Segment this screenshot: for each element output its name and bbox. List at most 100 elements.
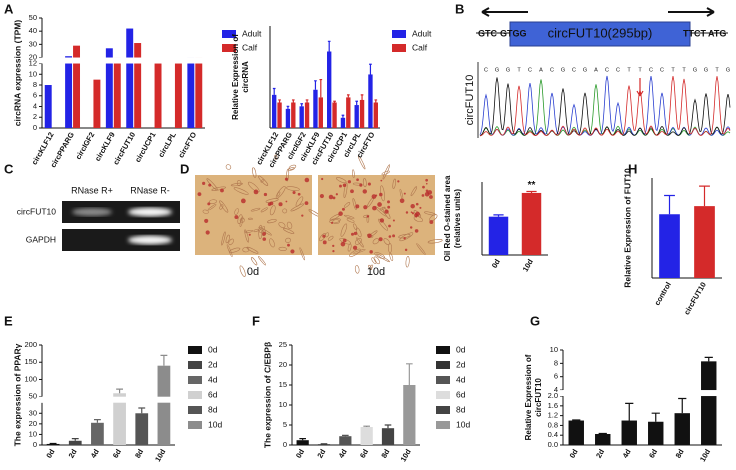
cell — [242, 247, 250, 253]
cell — [260, 207, 268, 213]
bar — [488, 216, 509, 255]
lipid-drop — [378, 237, 383, 242]
y-axis-label: circFUT10 — [534, 378, 543, 417]
y-tick-label: 8 — [33, 80, 37, 89]
bar — [174, 63, 182, 128]
lipid-drop — [372, 205, 377, 211]
cell — [429, 214, 438, 222]
lipid-drop — [405, 211, 409, 214]
error-bar — [346, 94, 350, 98]
lipid-drop — [304, 177, 310, 183]
bar — [68, 440, 82, 445]
y-axis-label: circRNA — [241, 61, 250, 93]
lipid-drop — [427, 190, 433, 195]
cell — [274, 154, 278, 160]
cell — [239, 265, 246, 277]
bar — [304, 102, 310, 128]
error-bar — [360, 94, 364, 100]
lipid-drop — [220, 188, 224, 193]
base-call: A — [539, 67, 543, 73]
panel-letter: D — [180, 161, 189, 176]
lipid-drop — [397, 180, 400, 183]
cell — [259, 226, 265, 233]
error-bar — [678, 397, 687, 414]
bar — [340, 117, 346, 128]
lipid-drop — [409, 226, 413, 229]
base-call: C — [660, 67, 664, 73]
lipid-drop — [297, 192, 301, 196]
cell — [427, 239, 443, 244]
cell — [286, 221, 293, 230]
cell — [237, 214, 243, 224]
y-tick-label: 6 — [33, 91, 37, 100]
lipid-drop — [342, 183, 347, 188]
lipid-drop — [339, 184, 342, 188]
arrow-right — [668, 7, 715, 17]
error-bar — [704, 356, 713, 362]
lipid-drop — [351, 232, 354, 236]
gel-row: circFUT10 — [17, 206, 56, 216]
cell — [234, 208, 239, 215]
error-bar — [625, 402, 634, 421]
lipid-drop — [240, 198, 246, 204]
cell — [225, 234, 230, 244]
error-bar — [71, 438, 79, 441]
lipid-drop — [287, 243, 290, 247]
legend-label: Calf — [412, 42, 428, 52]
lipid-drop — [429, 195, 433, 199]
base-call: G — [506, 67, 510, 73]
construct-label: circFUT10(295bp) — [548, 25, 653, 40]
legend-swatch — [188, 406, 202, 414]
lipid-drop — [369, 250, 373, 254]
lipid-drop — [285, 200, 288, 203]
y-tick-label: 1.6 — [548, 401, 558, 410]
lipid-drop — [403, 237, 406, 240]
axis-break — [559, 390, 726, 397]
bar — [291, 102, 296, 128]
bar — [318, 97, 323, 128]
lipid-drop — [352, 245, 358, 250]
trace-label: circFUT10 — [464, 75, 476, 126]
bar — [44, 85, 52, 128]
sequence: GTGG — [500, 28, 527, 38]
cell — [383, 238, 391, 246]
gel-column: RNase R- — [130, 185, 170, 195]
lipid-drop — [234, 215, 239, 220]
error-bar — [526, 190, 537, 193]
legend-swatch — [392, 30, 406, 38]
legend-swatch — [436, 391, 450, 399]
y-tick-label: 200 — [24, 340, 37, 349]
bar — [568, 420, 584, 445]
lipid-drop — [410, 211, 413, 214]
cell — [278, 246, 287, 251]
gel-band — [72, 208, 112, 216]
bar — [105, 48, 113, 128]
error-bar — [333, 100, 336, 103]
lipid-drop — [269, 201, 274, 206]
legend-swatch — [436, 361, 450, 369]
cell — [267, 219, 277, 224]
bar — [317, 444, 331, 445]
axis-break — [38, 396, 179, 403]
cell — [371, 257, 377, 264]
lipid-drop — [202, 181, 206, 185]
bar — [126, 28, 134, 128]
legend-label: 0d — [456, 344, 466, 354]
y-tick-label: 10 — [550, 345, 558, 354]
cell — [269, 205, 276, 216]
y-axis-label: (relatives units) — [453, 189, 462, 248]
construct-box — [509, 21, 691, 47]
cell — [285, 237, 291, 243]
lipid-drop — [332, 196, 336, 200]
base-call: C — [616, 67, 620, 73]
error-bar — [278, 99, 281, 103]
error-bar — [272, 87, 276, 95]
x-tick-label: 4d — [621, 447, 633, 459]
legend-label: 10d — [456, 419, 470, 429]
lipid-drop — [419, 206, 422, 209]
error-bar — [355, 100, 359, 106]
bar — [113, 393, 126, 445]
trace — [479, 75, 731, 136]
legend-label: 8d — [456, 404, 466, 414]
bar — [154, 63, 162, 128]
